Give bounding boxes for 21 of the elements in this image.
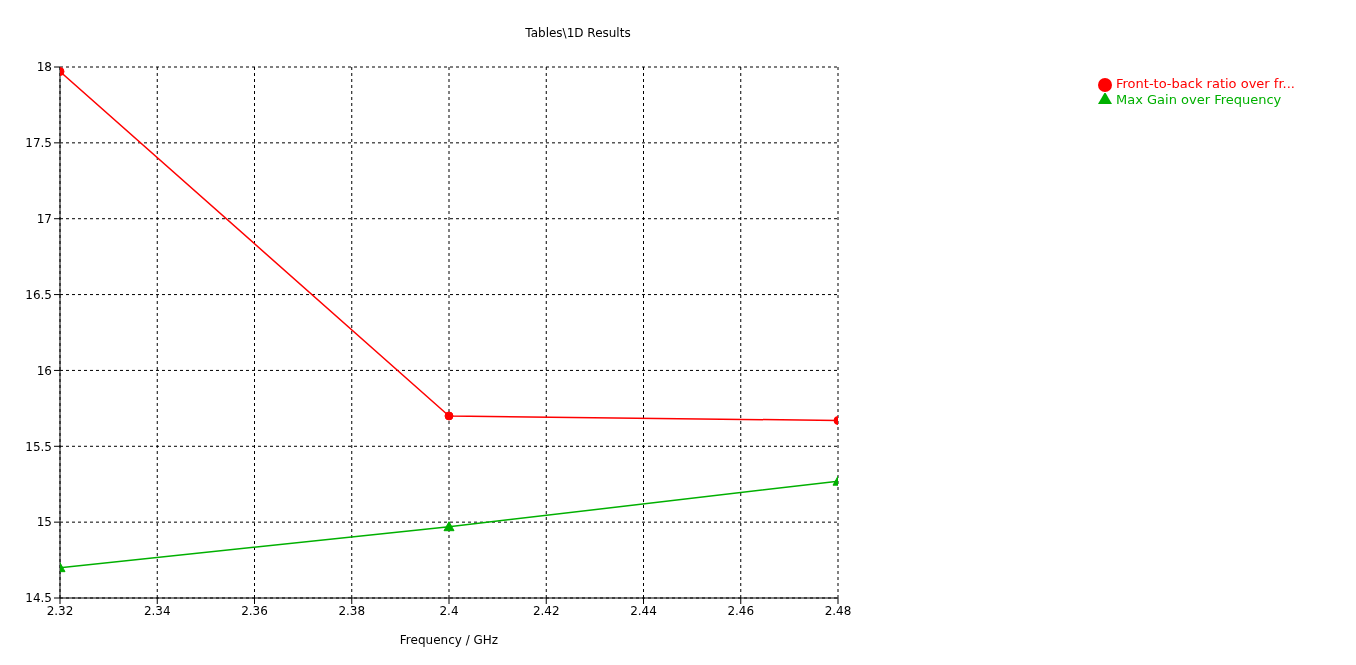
y-tick-label: 17.5 [25, 136, 52, 151]
y-tick-label: 18 [36, 60, 52, 75]
x-tick-label: 2.46 [727, 603, 755, 618]
x-axis-title: Frequency / GHz [399, 633, 499, 647]
y-tick-label: 17 [36, 211, 52, 226]
x-tick-label: 2.36 [241, 603, 268, 618]
x-tick-label: 2.32 [46, 603, 74, 618]
y-tick-label: 16.5 [25, 287, 52, 302]
y-tick-label: 15 [36, 515, 52, 530]
legend-label: Front-to-back ratio over fr... [1116, 76, 1295, 91]
x-tick-label: 2.34 [143, 603, 171, 618]
x-tick-label: 2.38 [338, 603, 366, 618]
x-tick-label: 2.44 [630, 603, 657, 618]
y-tick-label: 15.5 [25, 439, 52, 454]
chart-title: Tables\1D Results [524, 26, 632, 40]
legend-label: Max Gain over Frequency [1116, 91, 1282, 107]
x-tick-label: 2.48 [824, 603, 852, 618]
y-tick-label: 14.5 [25, 591, 52, 606]
x-tick-label: 2.4 [439, 603, 459, 618]
x-tick-label: 2.42 [532, 603, 560, 618]
y-tick-label: 16 [36, 363, 52, 378]
